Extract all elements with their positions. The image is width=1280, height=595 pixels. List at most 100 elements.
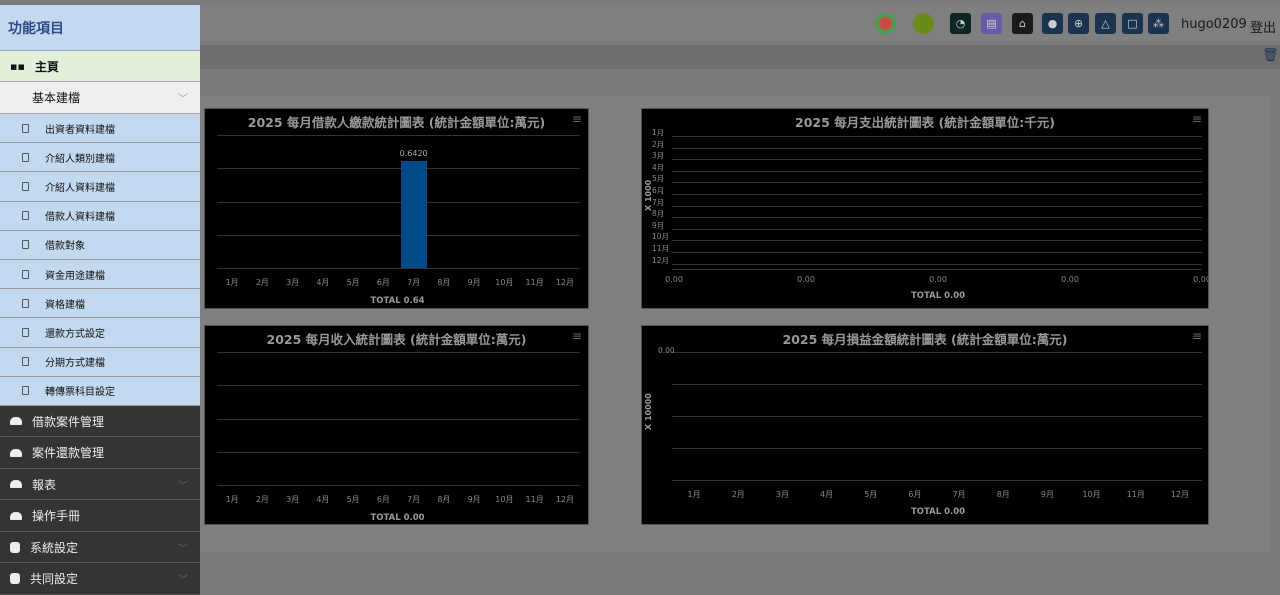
gridline [672,480,1202,481]
gridline [672,228,1202,230]
gridline [217,352,580,353]
x-tick-label: 5月 [864,490,878,499]
file-icon [22,386,29,396]
trash-icon[interactable]: 🗑 [1262,48,1279,63]
x-tick-label: 7月 [952,490,966,499]
data-label: 0.6420 [399,149,428,159]
total-label: TOTAL 0.00 [910,507,966,517]
y-tick-label: 7月 [652,197,665,207]
sidebar-group-basic[interactable]: 基本建檔 ﹀ [0,82,200,114]
sidebar-item-label: 介紹人類別建檔 [45,153,115,165]
gridline [672,205,1202,207]
gridline [672,240,1202,242]
scroll-app-icon[interactable]: ▤ [981,13,1002,34]
total-label: TOTAL 0.00 [370,513,425,523]
chart-income: 2025 每月收入統計圖表 (統計金額單位:萬元) ≡ 1月 2月 3月 4月 5月 6月 7月… [204,325,589,525]
file-icon [22,327,29,337]
sidebar-subitem[interactable]: 資金用途建檔 [0,260,200,290]
menu-icon[interactable]: ≡ [1191,329,1202,343]
colorful-logo-icon[interactable] [875,13,896,34]
teacher-app-icon[interactable]: ⌂ [1012,13,1033,34]
sidebar-subitem[interactable]: 借款對象 [0,231,200,260]
sidebar-item[interactable]: 操作手冊 [0,500,200,532]
x-tick-label: 11月 [525,495,544,504]
x-tick-label: 8月 [437,278,451,287]
x-tick-label: 5月 [346,278,360,287]
sidebar-subitem[interactable]: 出資者資料建檔 [0,114,200,144]
chevron-down-icon: ﹀ [178,543,188,555]
username[interactable]: hugo0209 [1181,17,1247,32]
x-tick-label: 12月 [555,495,574,504]
chart-expenses: 2025 每月支出統計圖表 (統計金額單位:千元) ≡ 1月 2月 3月 4月 5月 6月 7月… [641,108,1209,309]
gridline [672,269,1202,270]
lock-icon[interactable]: □ [1122,13,1143,34]
x-tick-label: 1月 [225,495,239,504]
menu-icon[interactable]: ≡ [1191,112,1202,126]
x-tick-label: 11月 [1126,490,1145,499]
sidebar-item-label: 借款對象 [45,241,85,253]
sidebar-subitem[interactable]: 資格建檔 [0,289,200,319]
sidebar-item[interactable]: 共同設定 ﹀ [0,563,200,595]
sidebar-item[interactable]: 借款案件管理 [0,405,200,438]
y-tick-label: 2月 [652,139,665,149]
sidebar-item-home[interactable]: ▪▪ 主頁 [0,51,200,82]
x-tick-label: 12月 [555,278,574,287]
bell-icon[interactable]: △ [1095,13,1116,34]
sidebar-item[interactable]: 系統設定 ﹀ [0,531,200,564]
x-tick-label: 10月 [1082,490,1101,499]
menu-icon[interactable]: ≡ [571,329,582,343]
sidebar-item-label: 案件還款管理 [32,446,105,461]
sidebar-item-label: 介紹人資料建檔 [45,182,115,194]
chart-title: 2025 每月收入統計圖表 (統計金額單位:萬元) [266,332,527,347]
sidebar-subitem[interactable]: 分期方式建檔 [0,348,200,377]
sidebar-subitem[interactable]: 還款方式設定 [0,318,200,348]
sidebar-subitem[interactable]: 借款人資料建檔 [0,202,200,231]
x-tick-label: 4月 [820,490,834,499]
sitemap-icon[interactable]: ⁂ [1148,13,1169,34]
palette-icon[interactable]: ● [1042,13,1063,34]
y-tick-label: 10月 [652,232,670,242]
gridline [217,385,580,387]
gridline [672,263,1202,265]
x-tick-label: 11月 [525,278,544,287]
gridline [217,485,580,486]
chart-profit: 2025 每月損益金額統計圖表 (統計金額單位:萬元) ≡ 1月 2月 3月 4月 5月 6月… [641,325,1209,525]
sidebar-subitem[interactable]: 介紹人資料建檔 [0,172,200,202]
y-tick-label: 11月 [652,244,670,253]
file-icon [22,211,29,221]
gridline [217,168,580,170]
file-icon [22,152,29,162]
chart-title: 2025 每月損益金額統計圖表 (統計金額單位:萬元) [782,332,1068,347]
x-tick-label: 5月 [346,495,360,504]
sidebar-item[interactable]: 案件還款管理 [0,437,200,469]
y-tick-label: 4月 [652,162,665,172]
gridline [672,170,1202,172]
menu-icon[interactable]: ≡ [571,112,582,126]
green-logo-icon[interactable] [913,13,934,34]
bar [400,161,427,268]
hexagon-icon [10,573,20,585]
sidebar-subitem[interactable]: 介紹人類別建檔 [0,143,200,173]
total-label: TOTAL 0.00 [910,291,966,301]
sidebar-item[interactable]: 報表 ﹀ [0,468,200,501]
y-axis-label: X 1000 [644,179,653,211]
y-tick-label: 9月 [652,220,665,230]
y-axis-label: X 10000 [644,393,653,430]
hexagon-icon [10,541,20,553]
gridline [672,159,1202,161]
clock-app-icon[interactable]: ◔ [950,13,971,34]
x-tick-label: 12月 [1170,490,1189,499]
globe-icon[interactable]: ⊕ [1068,13,1089,34]
top-bar: ◔ ▤ ⌂ ● ⊕ △ □ ⁂ hugo0209 登出 [0,5,1280,41]
gridline [672,352,1202,353]
sidebar-subitem[interactable]: 轉傳票科目設定 [0,377,200,406]
sidebar: 功能項目 ▪▪ 主頁 基本建檔 ﹀ 出資者資料建檔 介紹人類別建檔 介紹人資料建檔借… [0,5,200,595]
sidebar-item-label: 系統設定 [30,540,79,555]
sub-bar: 🗑 [0,45,1280,69]
x-tick-label: 9月 [467,278,481,287]
sidebar-item-label: 基本建檔 [32,91,81,105]
x-tick-label: 6月 [376,495,390,504]
gridline [217,418,580,420]
logout-link[interactable]: 登出 [1250,21,1277,36]
file-icon [22,240,29,250]
